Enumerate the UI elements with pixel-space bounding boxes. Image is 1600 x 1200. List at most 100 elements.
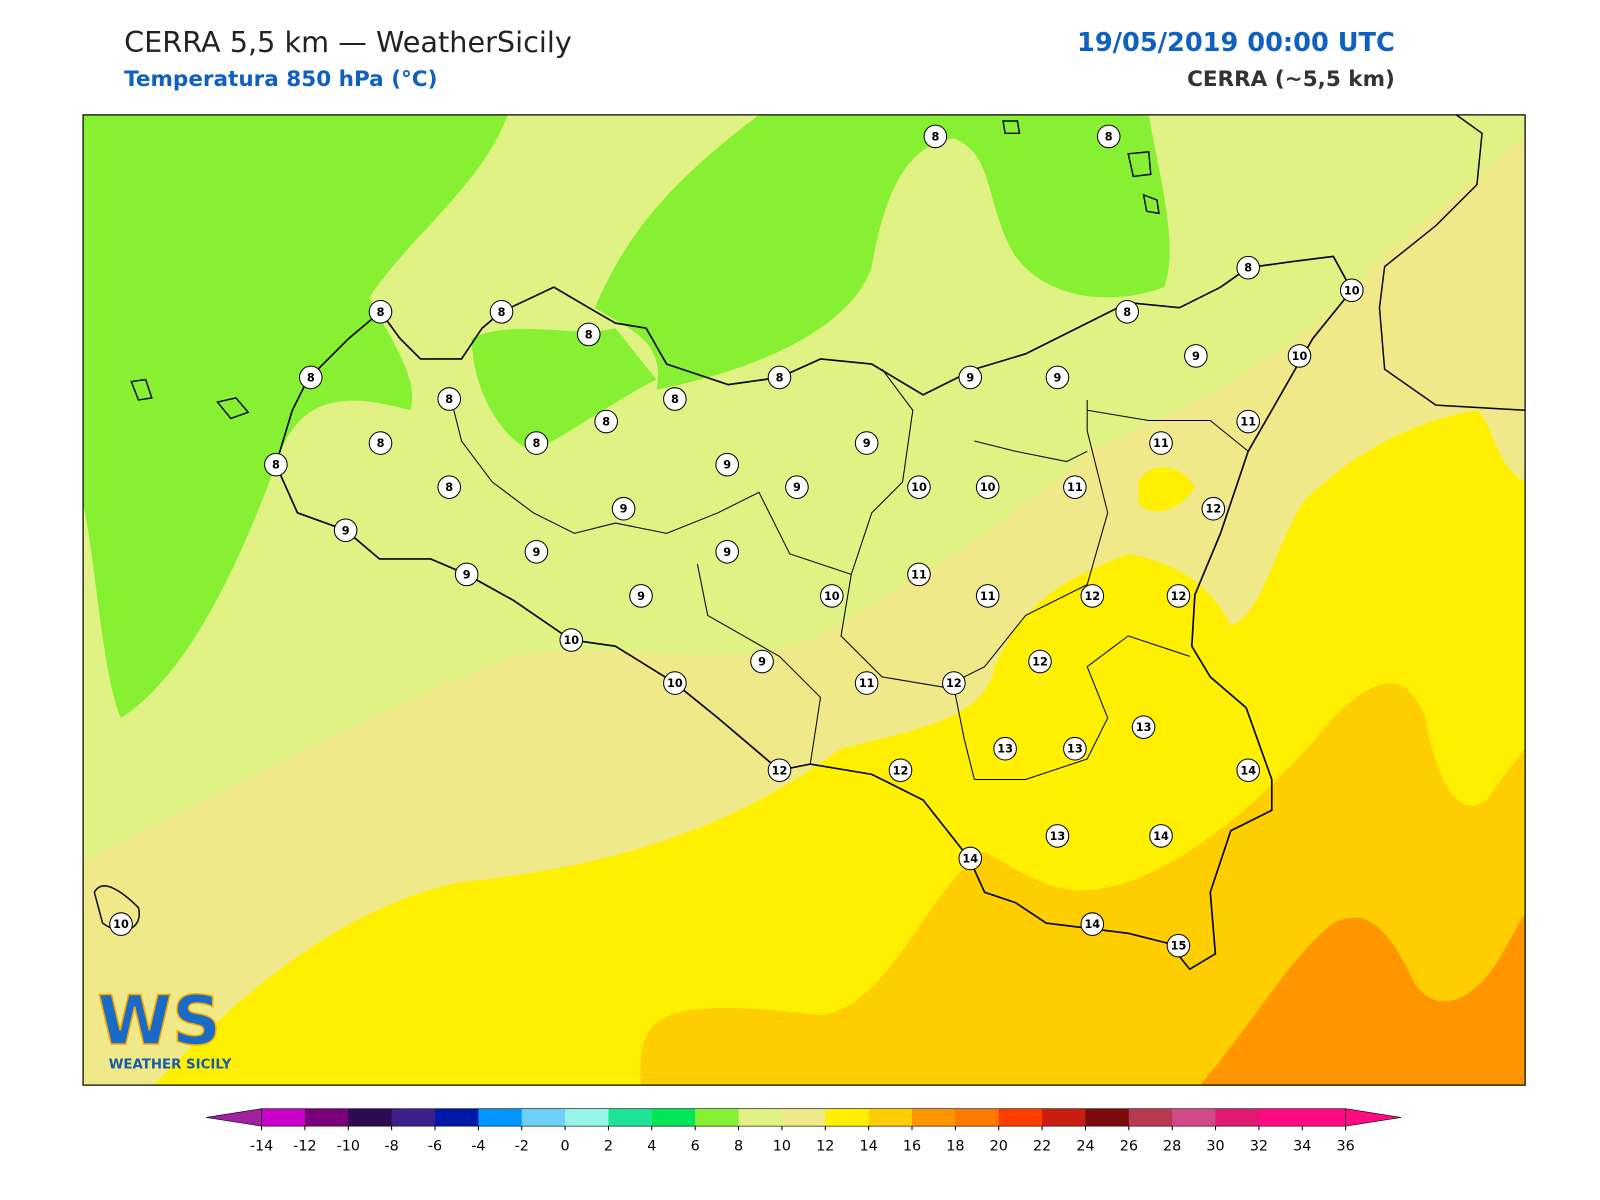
colorbar-tick-label: -2	[515, 1139, 529, 1155]
station-value: 9	[723, 459, 731, 472]
station-value: 12	[1032, 656, 1048, 669]
colorbar-bin	[1215, 1108, 1260, 1127]
station-marker	[1063, 475, 1087, 499]
colorbar-bin	[738, 1108, 783, 1127]
station-value: 9	[532, 546, 540, 559]
station-value: 9	[723, 546, 731, 559]
station-marker	[1045, 365, 1070, 390]
station-marker	[1184, 344, 1208, 368]
station-marker	[888, 758, 913, 783]
station-marker	[1166, 584, 1191, 608]
field-band	[83, 114, 508, 718]
station-value: 9	[1054, 371, 1062, 384]
colorbar-bin	[1258, 1108, 1303, 1127]
colorbar-tick-label: 2	[604, 1139, 613, 1155]
station-value: 11	[1153, 437, 1169, 450]
station-value: 15	[1171, 940, 1187, 953]
station-marker	[264, 452, 288, 477]
station-marker	[524, 431, 549, 455]
colorbar-tick-label: 24	[1076, 1139, 1094, 1155]
colorbar-tick-label: 34	[1293, 1139, 1311, 1155]
station-value: 11	[1240, 416, 1256, 429]
colorbar-bin	[695, 1108, 740, 1127]
station-value: 10	[911, 481, 927, 494]
colorbar-tick-label: 16	[903, 1139, 921, 1155]
station-marker	[333, 518, 358, 543]
station-marker	[785, 475, 809, 499]
station-value: 8	[671, 393, 679, 406]
colorbar-tick-label: 28	[1163, 1139, 1181, 1155]
station-value: 8	[1123, 306, 1131, 319]
station-marker	[750, 649, 774, 674]
colorbar-bin	[1085, 1108, 1130, 1127]
colorbar-tick-label: 6	[691, 1139, 700, 1155]
station-marker	[819, 584, 844, 608]
colorbar-bin	[912, 1108, 956, 1127]
map-frame	[82, 114, 1526, 1086]
station-value: 13	[1136, 721, 1152, 734]
station-value: 10	[824, 590, 840, 603]
station-value: 9	[863, 437, 871, 450]
station-value: 9	[1192, 350, 1200, 363]
colorbar-bin	[565, 1108, 609, 1127]
colorbar-bin	[608, 1108, 653, 1127]
station-marker	[942, 671, 966, 695]
station-marker	[611, 496, 636, 521]
station-value: 8	[776, 371, 784, 384]
station-marker	[1149, 824, 1173, 848]
colorbar-tick-label: 26	[1120, 1139, 1138, 1155]
colorbar-bin	[825, 1108, 870, 1127]
station-marker	[1339, 278, 1364, 303]
station-marker	[454, 562, 479, 587]
colorbar: -14 -12 -10 -8 -6 -4 -2 0 2 4 6 8 10 12 14 16 18 20 22 24 26…	[206, 1108, 1402, 1155]
colorbar-bin	[651, 1108, 696, 1127]
station-marker	[1096, 124, 1121, 149]
colorbar-bin	[478, 1108, 523, 1127]
station-marker	[1287, 344, 1312, 368]
logo-name: WEATHER SICILY	[109, 1058, 232, 1073]
station-marker	[958, 365, 983, 390]
station-value: 10	[980, 481, 996, 494]
station-value: 9	[342, 524, 350, 537]
station-value: 11	[859, 677, 875, 690]
station-value: 9	[620, 503, 628, 516]
station-marker	[715, 452, 739, 477]
colorbar-bin	[304, 1108, 349, 1127]
map	[83, 114, 1526, 1086]
station-marker	[907, 475, 931, 499]
station-marker	[629, 584, 653, 608]
colorbar-tick-label: 32	[1250, 1139, 1268, 1155]
colorbar-bin	[1042, 1108, 1086, 1127]
station-marker	[975, 475, 1000, 499]
station-value: 8	[272, 459, 280, 472]
station-marker	[1028, 649, 1052, 674]
station-value: 10	[113, 918, 129, 931]
station-marker	[1201, 496, 1226, 521]
station-marker	[489, 300, 514, 324]
station-value: 14	[1240, 764, 1256, 777]
station-marker	[975, 584, 1000, 608]
station-value: 12	[893, 764, 909, 777]
station-marker	[663, 671, 687, 695]
station-value: 12	[946, 677, 962, 690]
station-marker	[923, 124, 948, 149]
colorbar-tick-label: 30	[1206, 1139, 1224, 1155]
colorbar-tick-label: 0	[561, 1139, 570, 1155]
station-value: 10	[1292, 350, 1308, 363]
colorbar-bin	[521, 1108, 566, 1127]
station-marker	[854, 431, 879, 455]
station-value: 8	[1244, 262, 1252, 275]
colorbar-bin	[868, 1108, 913, 1127]
colorbar-bin	[955, 1108, 1000, 1127]
colorbar-tick-label: -6	[428, 1139, 442, 1155]
colorbar-tick-label: -10	[337, 1139, 360, 1155]
station-value: 14	[962, 852, 978, 865]
station-value: 9	[966, 371, 974, 384]
station-marker	[993, 736, 1017, 761]
field-band	[1138, 467, 1195, 512]
colorbar-frame	[261, 1108, 1346, 1127]
station-marker	[594, 409, 618, 434]
station-marker	[1063, 736, 1087, 761]
coastline	[275, 255, 1353, 971]
